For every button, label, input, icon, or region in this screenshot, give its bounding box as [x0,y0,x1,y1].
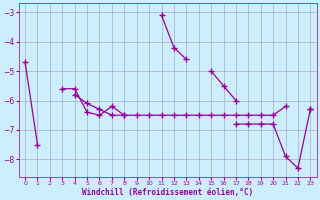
X-axis label: Windchill (Refroidissement éolien,°C): Windchill (Refroidissement éolien,°C) [82,188,253,197]
